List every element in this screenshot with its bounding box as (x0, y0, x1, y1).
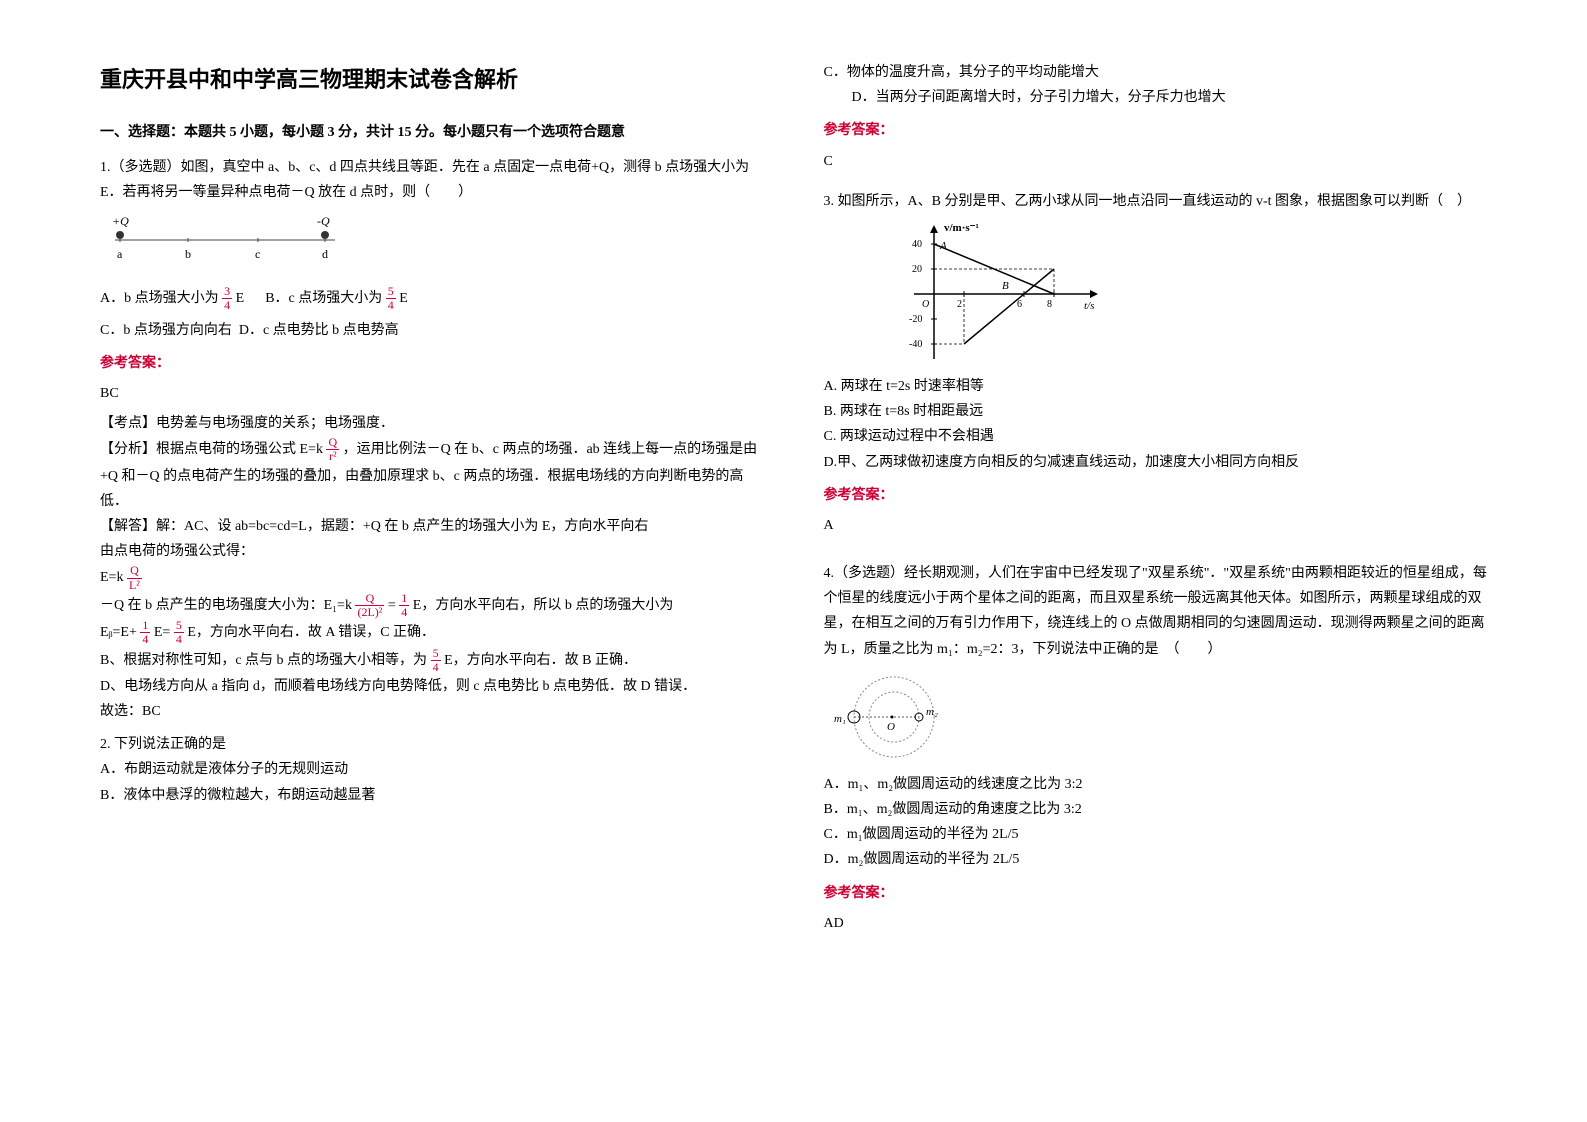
frac-5-4: 54 (386, 285, 396, 312)
frac-Q-2L2: Q(2L)² (355, 592, 384, 619)
q1-jieda1: 【解答】解：AC、设 ab=bc=cd=L，据题：+Q 在 b 点产生的场强大小… (100, 514, 764, 539)
q4-binary-star-diagram: m₁ m₂ O (824, 667, 964, 767)
frac-5-4b: 54 (174, 619, 184, 646)
q2-optC: C．物体的温度升高，其分子的平均动能增大 (824, 60, 1488, 85)
q1-jieda8: 故选：BC (100, 699, 764, 724)
q4-answer-label: 参考答案： (824, 881, 1488, 906)
q4-optB: B．m₁、m₂做圆周运动的角速度之比为 3:2 (824, 797, 1488, 822)
doc-title: 重庆开县中和中学高三物理期末试卷含解析 (100, 60, 764, 100)
frac-1-4b: 14 (140, 619, 150, 646)
q1-jieda6: B、根据对称性可知，c 点与 b 点的场强大小相等，为 54 E，方向水平向右．… (100, 647, 764, 674)
q3-vt-graph: v/m·s⁻¹ t/s 40 20 O -20 -40 2 6 8 A B (904, 219, 1104, 369)
q4-stem: 4.（多选题）经长期观测，人们在宇宙中已经发现了"双星系统"．"双星系统"由两颗… (824, 561, 1488, 662)
q1-fenxi: 【分析】根据点电荷的场强公式 E=k Qr² ，运用比例法－Q 在 b、c 两点… (100, 436, 764, 514)
question-2: 2. 下列说法正确的是 A．布朗运动就是液体分子的无规则运动 B．液体中悬浮的微… (100, 732, 764, 808)
svg-text:20: 20 (912, 264, 922, 275)
svg-text:2: 2 (957, 299, 962, 310)
q1-options-line1: A．b 点场强大小为 34 E B．c 点场强大小为 54 E (100, 285, 764, 312)
svg-text:m₁: m₁ (834, 713, 846, 725)
q2-optB: B．液体中悬浮的微粒越大，布朗运动越显著 (100, 783, 764, 808)
q1-answer: BC (100, 381, 764, 406)
right-column: C．物体的温度升高，其分子的平均动能增大 D．当两分子间距离增大时，分子引力增大… (824, 60, 1488, 1062)
q2-optA: A．布朗运动就是液体分子的无规则运动 (100, 757, 764, 782)
q1-jieda3: E=k QL² (100, 564, 764, 591)
frac-Q-L2: QL² (127, 564, 142, 591)
svg-text:d: d (322, 247, 328, 261)
section-header: 一、选择题：本题共 5 小题，每小题 3 分，共计 15 分。每小题只有一个选项… (100, 120, 764, 145)
q1-diagram: +Q a b c -Q d (100, 210, 360, 280)
svg-text:-40: -40 (909, 339, 922, 350)
q1-stem: 1.（多选题）如图，真空中 a、b、c、d 四点共线且等距．先在 a 点固定一点… (100, 155, 764, 205)
svg-text:-20: -20 (909, 314, 922, 325)
q1-optB-suffix: E (399, 291, 408, 306)
q4-optA: A．m₁、m₂做圆周运动的线速度之比为 3:2 (824, 772, 1488, 797)
q1-answer-label: 参考答案： (100, 351, 764, 376)
q1-jieda7: D、电场线方向从 a 指向 d，而顺着电场线方向电势降低，则 c 点电势比 b … (100, 674, 764, 699)
frac-Q-r2: Qr² (326, 436, 339, 463)
q2-answer-label: 参考答案： (824, 118, 1488, 143)
q1-kaodian: 【考点】电势差与电场强度的关系；电场强度． (100, 411, 764, 436)
q3-optD: D.甲、乙两球做初速度方向相反的匀减速直线运动，加速度大小相同方向相反 (824, 450, 1488, 475)
svg-text:O: O (887, 721, 895, 733)
svg-text:c: c (255, 247, 260, 261)
q2-stem: 2. 下列说法正确的是 (100, 732, 764, 757)
svg-text:B: B (1002, 280, 1009, 292)
question-3: 3. 如图所示，A、B 分别是甲、乙两小球从同一地点沿同一直线运动的 v-t 图… (824, 189, 1488, 543)
q3-optA: A. 两球在 t=2s 时速率相等 (824, 374, 1488, 399)
q3-optB: B. 两球在 t=8s 时相距最远 (824, 399, 1488, 424)
frac-1-4: 14 (399, 592, 409, 619)
svg-text:t/s: t/s (1084, 300, 1094, 312)
q3-answer: A (824, 513, 1488, 538)
q4-optD: D．m₂做圆周运动的半径为 2L/5 (824, 847, 1488, 872)
q1-optA-suffix: E (236, 291, 245, 306)
q3-optC: C. 两球运动过程中不会相遇 (824, 424, 1488, 449)
svg-text:40: 40 (912, 239, 922, 250)
q1-optCD: C．b 点场强方向向右 D．c 点电势比 b 点电势高 (100, 318, 764, 343)
svg-text:v/m·s⁻¹: v/m·s⁻¹ (944, 222, 979, 234)
q4-answer: AD (824, 911, 1488, 936)
q1-optA-prefix: A．b 点场强大小为 (100, 291, 219, 306)
frac-5-4c: 54 (431, 647, 441, 674)
q4-optC: C．m₁做圆周运动的半径为 2L/5 (824, 822, 1488, 847)
q2-optD: D．当两分子间距离增大时，分子引力增大，分子斥力也增大 (824, 85, 1488, 110)
svg-text:O: O (922, 299, 929, 310)
question-1: 1.（多选题）如图，真空中 a、b、c、d 四点共线且等距．先在 a 点固定一点… (100, 155, 764, 725)
q1-optB-prefix: B．c 点场强大小为 (265, 291, 382, 306)
svg-text:-Q: -Q (317, 214, 330, 228)
q1-optD: D．c 点电势比 b 点电势高 (239, 323, 399, 338)
svg-text:a: a (117, 247, 123, 261)
svg-text:A: A (939, 240, 947, 252)
svg-text:b: b (185, 247, 191, 261)
q1-jieda2: 由点电荷的场强公式得： (100, 539, 764, 564)
q1-jieda5: Eᵦ=E+ 14 E= 54 E，方向水平向右．故 A 错误，C 正确． (100, 619, 764, 646)
q3-stem: 3. 如图所示，A、B 分别是甲、乙两小球从同一地点沿同一直线运动的 v-t 图… (824, 189, 1488, 214)
q3-answer-label: 参考答案： (824, 483, 1488, 508)
q1-jieda4: －Q 在 b 点产生的电场强度大小为：E₁=k Q(2L)² = 14 E，方向… (100, 592, 764, 619)
question-4: 4.（多选题）经长期观测，人们在宇宙中已经发现了"双星系统"．"双星系统"由两颗… (824, 561, 1488, 941)
q2-answer: C (824, 149, 1488, 174)
q1-optC: C．b 点场强方向向右 (100, 323, 232, 338)
svg-text:+Q: +Q (112, 214, 129, 228)
frac-3-4: 34 (222, 285, 232, 312)
svg-text:8: 8 (1047, 299, 1052, 310)
svg-text:m₂: m₂ (926, 706, 938, 718)
svg-text:6: 6 (1017, 299, 1022, 310)
left-column: 重庆开县中和中学高三物理期末试卷含解析 一、选择题：本题共 5 小题，每小题 3… (100, 60, 764, 1062)
